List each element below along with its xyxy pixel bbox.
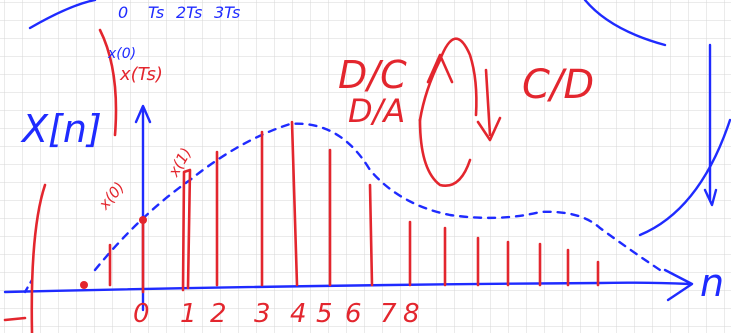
axis-digit: 4 <box>290 299 307 329</box>
axis-digit: 3 <box>254 299 271 329</box>
top-axis-label: 2Ts <box>176 3 202 22</box>
n-label: n <box>700 261 724 305</box>
axis-digit: 6 <box>345 299 362 329</box>
page: {"labels": {"x_n": "X[n]", "dc": "D/C", … <box>0 0 731 333</box>
axis-digit: 2 <box>210 299 227 329</box>
dot <box>80 281 88 289</box>
da-label: D/A <box>348 92 405 130</box>
axis-digit: 0 <box>133 299 150 329</box>
dot <box>139 216 147 224</box>
x0-top-label: x(0) <box>107 46 136 62</box>
x-n-label: X[n] <box>20 107 102 151</box>
axis-digit: 5 <box>316 299 333 329</box>
top-axis-label: Ts <box>148 3 164 22</box>
axis-digit: 1 <box>180 299 197 329</box>
top-axis-label: 3Ts <box>214 3 240 22</box>
axis-digit: 8 <box>403 299 420 329</box>
whiteboard: X[n] n x(0) 0 Ts 2Ts 3Ts D/C D/A C/D x(T… <box>0 0 731 333</box>
top-axis-label: 0 <box>118 3 128 22</box>
dc-label: D/C <box>338 53 407 97</box>
axis-digit: 7 <box>380 299 397 329</box>
xts-top-label: x(Ts) <box>119 64 163 85</box>
cd-label: C/D <box>522 62 594 108</box>
